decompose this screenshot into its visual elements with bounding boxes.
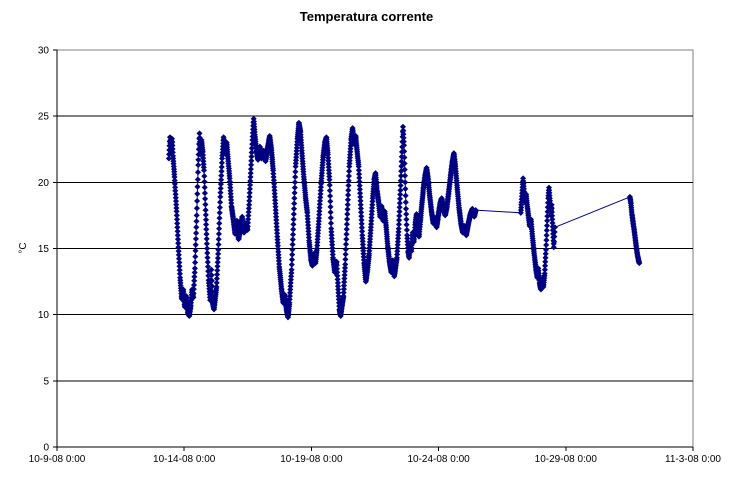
x-tick-label: 10-19-08 0:00: [280, 454, 343, 465]
x-tick-label: 11-3-08 0:00: [665, 454, 721, 465]
y-tick-label: 10: [38, 310, 50, 321]
chart-title: Temperatura corrente: [299, 9, 434, 24]
x-tick-label: 10-29-08 0:00: [535, 454, 598, 465]
x-tick-label: 10-9-08 0:00: [29, 454, 86, 465]
y-tick-label: 25: [38, 112, 50, 123]
y-tick-label: 5: [43, 376, 49, 387]
x-tick-label: 10-14-08 0:00: [153, 454, 216, 465]
x-tick-labels: 10-9-08 0:00 10-14-08 0:00 10-19-08 0:00 10…: [29, 454, 722, 465]
y-tick-label: 20: [38, 178, 50, 189]
temperature-series-markers: [165, 115, 643, 321]
gridlines: [57, 115, 693, 382]
y-tick-label: 0: [43, 443, 49, 454]
y-tick-labels: 0 5 10 15 20 25 30: [38, 46, 50, 454]
y-axis: [53, 49, 58, 448]
x-tick-label: 10-24-08 0:00: [407, 454, 470, 465]
y-tick-label: 30: [38, 46, 50, 57]
y-tick-label: 15: [38, 244, 50, 255]
x-axis: [56, 446, 694, 451]
